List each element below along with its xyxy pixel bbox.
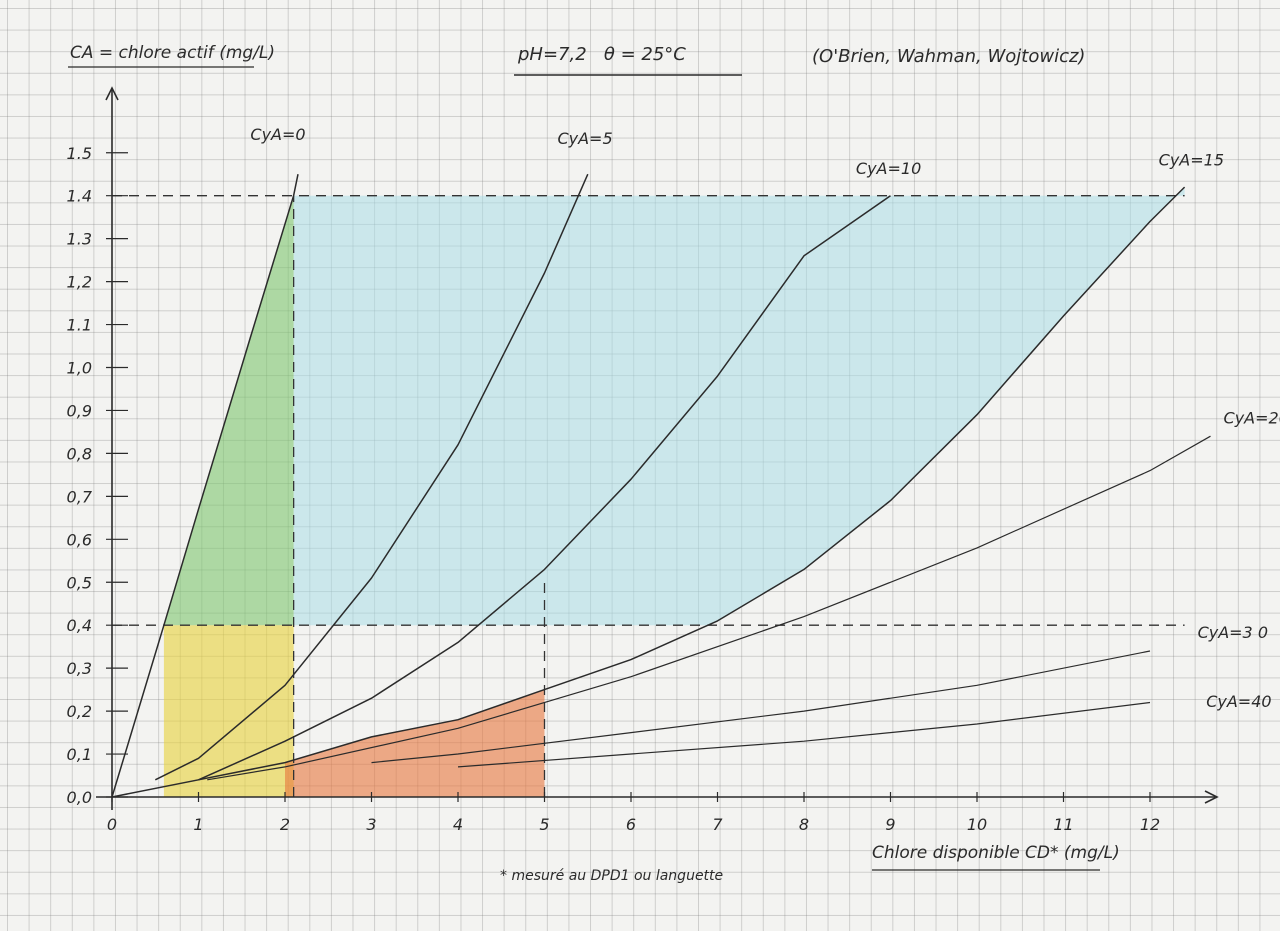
y-tick-label: 0,3 (67, 659, 92, 678)
y-tick-label: 0,4 (67, 616, 92, 635)
curve-label: CyA=40 (1206, 692, 1271, 711)
x-tick-label: 7 (712, 815, 723, 834)
x-tick-label: 11 (1053, 815, 1073, 834)
y-tick-label: 1.4 (67, 187, 92, 206)
y-axis-arrow (105, 86, 119, 101)
y-tick-label: 0,5 (67, 573, 92, 592)
y-axis-title: CA = chlore actif (mg/L) (70, 43, 275, 63)
y-tick-label: 0,1 (67, 745, 92, 764)
x-tick-label: 10 (967, 815, 987, 834)
shaded-region (285, 689, 545, 797)
x-tick-label: 6 (626, 815, 636, 834)
x-tick-label: 5 (539, 815, 549, 834)
curve-label: CyA=0 (250, 125, 305, 144)
x-tick-label: 1 (193, 815, 203, 834)
curve-cya-30 (371, 650, 1151, 764)
y-tick-label: 0,2 (67, 702, 92, 721)
curve-label: CyA=15 (1159, 151, 1224, 170)
y-tick-label: 0,8 (67, 444, 92, 463)
curve-cya-10 (198, 195, 891, 781)
curve-cya-5 (154, 173, 589, 781)
x-tick-label: 3 (366, 815, 376, 834)
y-tick-label: 1,0 (67, 359, 92, 378)
curve-cya-15 (111, 186, 1186, 798)
x-tick-label: 8 (799, 815, 809, 834)
curves: CyA=0 CyA=5 CyA=10 CyA=15 CyA=20 CyA=3 0 CyA=4… (111, 125, 1280, 798)
curve-label: CyA=10 (856, 159, 921, 178)
curve-label: CyA=5 (557, 129, 612, 148)
curve-label: CyA=20 (1224, 408, 1280, 427)
curve-cya-20 (207, 435, 1211, 781)
shaded-region (293, 187, 1185, 626)
ticks: 0 1 2 3 4 5 6 7 8 9 10 11 120,00,10,20,30,40,50,60,7… (67, 144, 1161, 834)
y-tick-label: 1.1 (67, 316, 92, 335)
y-tick-label: 1.5 (67, 144, 92, 163)
shaded-region (163, 625, 294, 797)
y-tick-label: 1,2 (67, 273, 92, 292)
y-tick-label: 0,7 (67, 487, 93, 506)
x-tick-label: 2 (280, 815, 290, 834)
axes (96, 86, 1219, 810)
x-tick-label: 12 (1140, 815, 1160, 834)
curve-cya-0 (111, 174, 299, 798)
shaded-regions (163, 187, 1185, 797)
x-axis-arrow (1204, 790, 1219, 804)
footnote: * mesuré au DPD1 ou languette (500, 868, 723, 884)
source-note: (O'Brien, Wahman, Wojtowicz) (812, 46, 1085, 67)
curve-label: CyA=3 0 (1198, 623, 1268, 642)
x-axis-title: Chlore disponible CD* (mg/L) (872, 843, 1120, 863)
curve-cya-40 (457, 701, 1151, 768)
x-tick-label: 4 (453, 815, 463, 834)
x-tick-label: 9 (885, 815, 895, 834)
x-tick-label: 0 (107, 815, 117, 834)
y-tick-label: 0,0 (67, 788, 92, 807)
chart-title: pH=7,2 θ = 25°C (517, 44, 686, 65)
y-tick-label: 0,9 (67, 401, 92, 420)
y-tick-label: 1.3 (67, 230, 92, 249)
y-tick-label: 0,6 (67, 530, 92, 549)
